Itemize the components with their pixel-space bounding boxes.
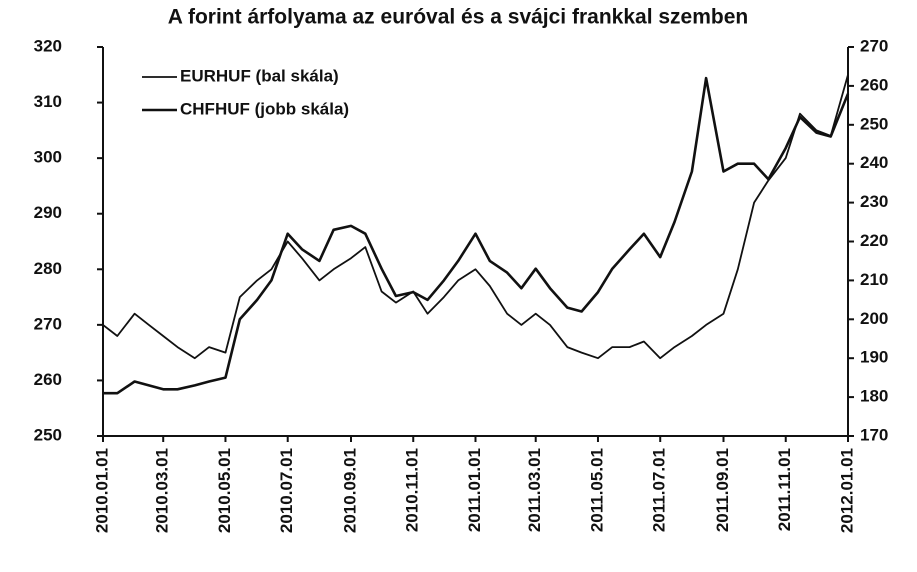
y-tick-label: 260 (34, 370, 62, 389)
y2-tick-label: 230 (860, 192, 888, 211)
x-tick-label: 2010.07.01 (277, 448, 296, 533)
x-tick-label: 2011.01.01 (465, 448, 484, 532)
y2-tick-label: 250 (860, 114, 888, 133)
legend-label: EURHUF (bal skála) (180, 66, 339, 85)
x-tick-label: 2012.01.01 (837, 448, 856, 533)
y2-tick-label: 200 (860, 309, 888, 328)
x-tick-label: 2011.03.01 (525, 448, 544, 532)
y2-tick-label: 170 (860, 425, 888, 444)
x-tick-label: 2010.01.01 (92, 448, 111, 533)
y-tick-label: 280 (34, 259, 62, 278)
x-tick-label: 2011.05.01 (587, 448, 606, 532)
x-tick-label: 2010.09.01 (340, 448, 359, 533)
y-tick-label: 290 (34, 203, 62, 222)
y2-tick-label: 220 (860, 231, 888, 250)
y-tick-label: 300 (34, 148, 62, 167)
y2-tick-label: 180 (860, 387, 888, 406)
y2-tick-label: 240 (860, 153, 888, 172)
chart-title: A forint árfolyama az euróval és a svájc… (168, 6, 748, 29)
y-tick-label: 270 (34, 314, 62, 333)
y2-tick-label: 260 (860, 75, 888, 94)
x-tick-label: 2011.11.01 (775, 448, 794, 531)
x-tick-label: 2011.07.01 (650, 448, 669, 532)
y-tick-label: 310 (34, 92, 62, 111)
series-line (102, 74, 849, 360)
y-tick-label: 250 (34, 425, 62, 444)
x-tick-label: 2010.11.01 (403, 448, 422, 532)
y-tick-label: 320 (34, 36, 62, 55)
y2-tick-label: 270 (860, 36, 888, 55)
x-tick-label: 2010.03.01 (153, 448, 172, 533)
series-line (103, 76, 850, 395)
y2-tick-label: 210 (860, 270, 888, 289)
x-tick-label: 2011.09.01 (713, 448, 732, 532)
x-tick-label: 2010.05.01 (215, 448, 234, 533)
y2-tick-label: 190 (860, 348, 888, 367)
legend-label: CHFHUF (jobb skála) (180, 99, 349, 118)
